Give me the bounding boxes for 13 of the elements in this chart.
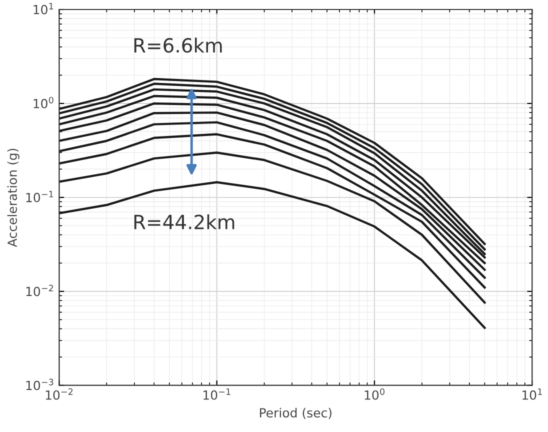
x-tick-label: 10$^{1}$ <box>522 388 542 400</box>
y-tick-label: 10$^{0}$ <box>34 96 54 108</box>
y-tick-label: 10$^{−3}$ <box>26 378 54 390</box>
annotation: R=6.6km <box>134 38 222 53</box>
y-tick-label: 10$^{−1}$ <box>26 190 54 202</box>
y-axis-title: Acceleration (g) <box>7 148 20 247</box>
x-tick-label: 10$^{−1}$ <box>204 388 230 400</box>
y-tick-label: 10$^{−2}$ <box>26 284 53 296</box>
x-tick-label: 10$^{−2}$ <box>46 388 73 400</box>
annotation: R=44.2km <box>134 214 234 230</box>
y-tick-label: 10$^{1}$ <box>34 3 54 14</box>
x-tick-label: 10$^{0}$ <box>364 388 384 400</box>
x-axis-title: Period (sec) <box>260 408 332 420</box>
